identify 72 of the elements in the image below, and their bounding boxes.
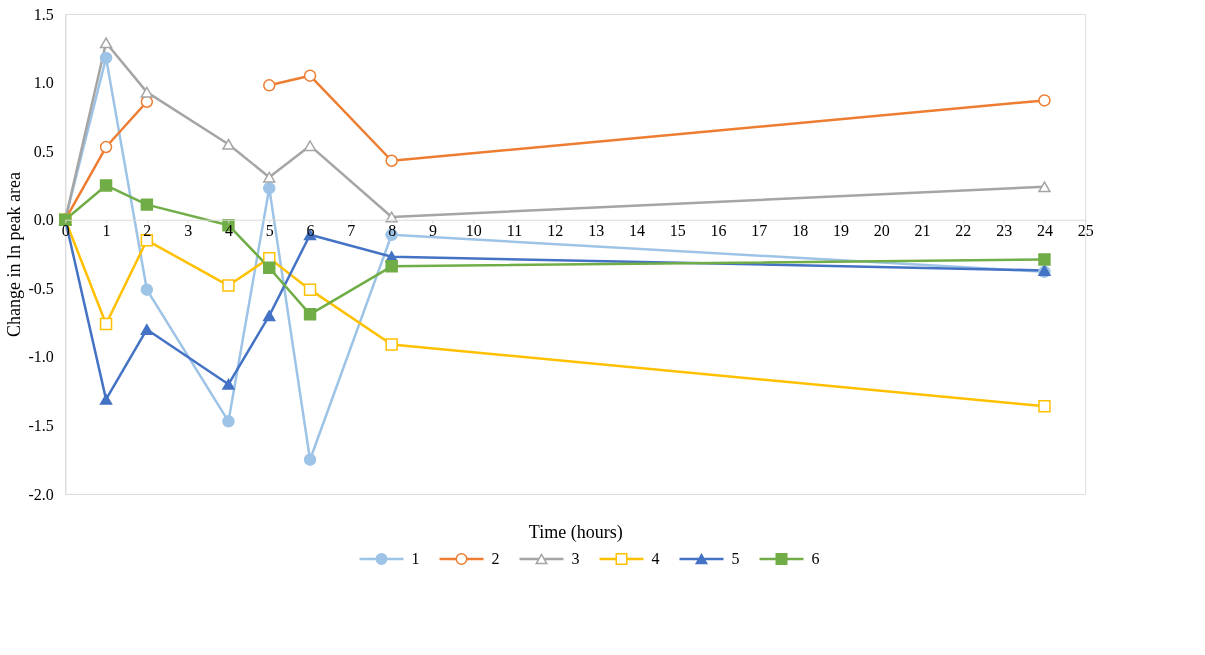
point [99,393,113,405]
point [303,308,317,321]
point [263,181,276,195]
x-tick-label: 18 [792,222,809,240]
x-tick-label: 22 [955,222,972,240]
point [263,79,276,92]
y-axis-title: Change in ln peak area [4,172,25,337]
point [140,198,154,211]
y-tick-label: -1.5 [28,416,54,434]
point [385,154,398,167]
x-tick-label: 3 [184,222,193,240]
point [99,179,113,192]
x-tick-label: 11 [506,222,523,240]
legend-label: 3 [571,550,580,567]
legend-label: 5 [731,550,740,567]
x-tick-label: 5 [265,222,274,240]
legend-label: 1 [411,550,420,567]
point [385,260,398,273]
legend-label: 2 [491,550,500,567]
point [140,323,154,335]
x-tick-label: 24 [1036,222,1053,240]
point [140,86,154,98]
point [99,51,113,65]
x-tick-label: 9 [428,222,437,240]
x-tick-label: 4 [224,222,233,240]
point [99,37,113,49]
x-tick-label: 6 [306,222,315,240]
x-tick-label: 10 [465,222,482,240]
x-tick-label: 8 [388,222,397,240]
point [1038,94,1051,107]
y-tick-label: 0.5 [33,142,54,160]
point [99,317,113,331]
point [263,261,276,274]
point [99,140,113,154]
point [303,69,317,82]
x-tick-label: 12 [547,222,564,240]
x-tick-label: 14 [628,222,645,240]
x-tick-label: 19 [832,222,849,240]
x-tick-label: 17 [751,222,768,240]
y-tick-label: -1.0 [28,348,54,366]
point [385,338,398,351]
x-tick-label: 15 [669,222,686,240]
point [222,138,235,150]
x-tick-label: 21 [914,222,931,240]
legend-label: 4 [651,550,660,567]
point [222,378,235,390]
y-tick-label: 0.0 [33,211,54,229]
point [303,140,317,152]
point [303,453,317,466]
point [263,171,276,183]
point [303,283,317,296]
point [1038,400,1051,413]
x-tick-label: 25 [1077,222,1094,240]
y-tick-label: -0.5 [28,279,54,297]
point [140,283,154,296]
point [222,279,235,292]
y-tick-label: -2.0 [28,485,54,503]
x-tick-label: 20 [873,222,890,240]
point [1038,253,1051,266]
y-tick-label: 1.0 [33,74,54,92]
point [1038,181,1051,193]
x-tick-label: 13 [588,222,605,240]
x-tick-label: 23 [996,222,1013,240]
point [263,310,276,322]
y-tick-label: 1.5 [33,5,54,23]
x-tick-label: 16 [710,222,727,240]
point [222,415,235,428]
x-tick-label: 1 [102,222,111,240]
x-tick-label: 7 [347,222,356,240]
legend-label: 6 [811,550,820,567]
point [140,234,154,247]
x-axis-title: Time (hours) [528,521,623,543]
